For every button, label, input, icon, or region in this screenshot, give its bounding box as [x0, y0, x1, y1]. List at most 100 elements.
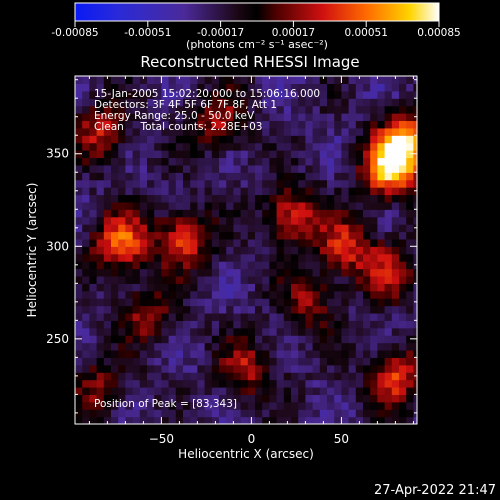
- heatmap-cell: [327, 364, 335, 373]
- heatmap-cell: [269, 216, 278, 225]
- heatmap-cell: [219, 120, 227, 129]
- heatmap-cell: [291, 83, 299, 92]
- heatmap-cell: [219, 127, 227, 136]
- heatmap-cell: [262, 290, 270, 299]
- heatmap-cell: [168, 238, 177, 247]
- heatmap-cell: [132, 261, 141, 270]
- heatmap-cell: [211, 142, 220, 151]
- heatmap-cell: [154, 320, 162, 329]
- heatmap-cell: [348, 357, 357, 366]
- heatmap-cell: [175, 231, 184, 240]
- heatmap-cell: [327, 201, 335, 210]
- heatmap-cell: [291, 416, 299, 424]
- heatmap-cell: [269, 342, 278, 351]
- heatmap-cell: [384, 290, 393, 299]
- heatmap-cell: [190, 312, 198, 321]
- heatmap-cell: [319, 90, 328, 99]
- heatmap-cell: [283, 268, 292, 277]
- heatmap-cell: [147, 394, 155, 403]
- heatmap-cell: [355, 201, 364, 210]
- heatmap-cell: [226, 335, 234, 344]
- heatmap-cell: [247, 105, 256, 114]
- heatmap-cell: [370, 90, 378, 99]
- heatmap-cell: [384, 164, 393, 173]
- heatmap-cell: [168, 275, 177, 284]
- heatmap-cell: [226, 409, 234, 418]
- heatmap-cell: [96, 349, 105, 358]
- heatmap-cell: [226, 342, 234, 351]
- heatmap-cell: [334, 83, 342, 92]
- heatmap-cell: [190, 157, 198, 166]
- heatmap-cell: [211, 275, 220, 284]
- heatmap-cell: [327, 335, 335, 344]
- heatmap-cell: [348, 127, 357, 136]
- heatmap-cell: [82, 394, 90, 403]
- heatmap-cell: [147, 194, 155, 203]
- heatmap-cell: [391, 320, 400, 329]
- heatmap-cell: [348, 364, 357, 373]
- x-tick-label: 0: [248, 432, 256, 446]
- heatmap-cell: [348, 379, 357, 388]
- heatmap-cell: [240, 327, 249, 336]
- heatmap-cell: [370, 342, 378, 351]
- heatmap-cell: [96, 76, 105, 84]
- heatmap-cell: [262, 231, 270, 240]
- heatmap-cell: [89, 320, 98, 329]
- heatmap-cell: [190, 238, 198, 247]
- heatmap-cell: [276, 246, 285, 255]
- heatmap-cell: [175, 335, 184, 344]
- heatmap-cell: [283, 401, 292, 410]
- heatmap-cell: [161, 261, 170, 270]
- heatmap-cell: [118, 290, 126, 299]
- heatmap-cell: [399, 357, 407, 366]
- heatmap-cell: [168, 105, 177, 114]
- heatmap-cell: [125, 105, 134, 114]
- heatmap-cell: [283, 320, 292, 329]
- heatmap-cell: [139, 379, 148, 388]
- heatmap-cell: [240, 194, 249, 203]
- heatmap-cell: [175, 357, 184, 366]
- heatmap-cell: [406, 320, 414, 329]
- heatmap-cell: [154, 238, 162, 247]
- heatmap-cell: [269, 209, 278, 218]
- heatmap-cell: [334, 342, 342, 351]
- heatmap-cell: [391, 401, 400, 410]
- heatmap-cell: [305, 164, 314, 173]
- heatmap-cell: [327, 290, 335, 299]
- heatmap-cell: [319, 372, 328, 381]
- heatmap-cell: [147, 83, 155, 92]
- heatmap-cell: [327, 238, 335, 247]
- heatmap-cell: [168, 305, 177, 314]
- heatmap-cell: [327, 305, 335, 314]
- heatmap-cell: [82, 105, 90, 114]
- heatmap-cell: [391, 327, 400, 336]
- heatmap-cell: [298, 164, 306, 173]
- heatmap-cell: [348, 409, 357, 418]
- heatmap-cell: [355, 379, 364, 388]
- heatmap-cell: [363, 386, 371, 395]
- heatmap-cell: [399, 305, 407, 314]
- heatmap-cell: [139, 349, 148, 358]
- heatmap-cell: [175, 98, 184, 107]
- heatmap-cell: [334, 372, 342, 381]
- heatmap-cell: [161, 135, 170, 144]
- heatmap-cell: [211, 135, 220, 144]
- heatmap-cell: [226, 364, 234, 373]
- heatmap-cell: [197, 275, 206, 284]
- heatmap-cell: [370, 268, 378, 277]
- heatmap-cell: [168, 216, 177, 225]
- heatmap-cell: [183, 187, 191, 196]
- heatmap-cell: [327, 327, 335, 336]
- heatmap-cell: [111, 246, 119, 255]
- heatmap-cell: [355, 224, 364, 233]
- heatmap-cell: [233, 386, 242, 395]
- heatmap-cell: [211, 335, 220, 344]
- heatmap-cell: [211, 416, 220, 424]
- heatmap-cell: [226, 379, 234, 388]
- heatmap-cell: [247, 224, 256, 233]
- heatmap-cell: [154, 357, 162, 366]
- heatmap-cell: [319, 386, 328, 395]
- heatmap-cell: [132, 253, 141, 262]
- heatmap-cell: [89, 120, 98, 129]
- heatmap-cell: [348, 238, 357, 247]
